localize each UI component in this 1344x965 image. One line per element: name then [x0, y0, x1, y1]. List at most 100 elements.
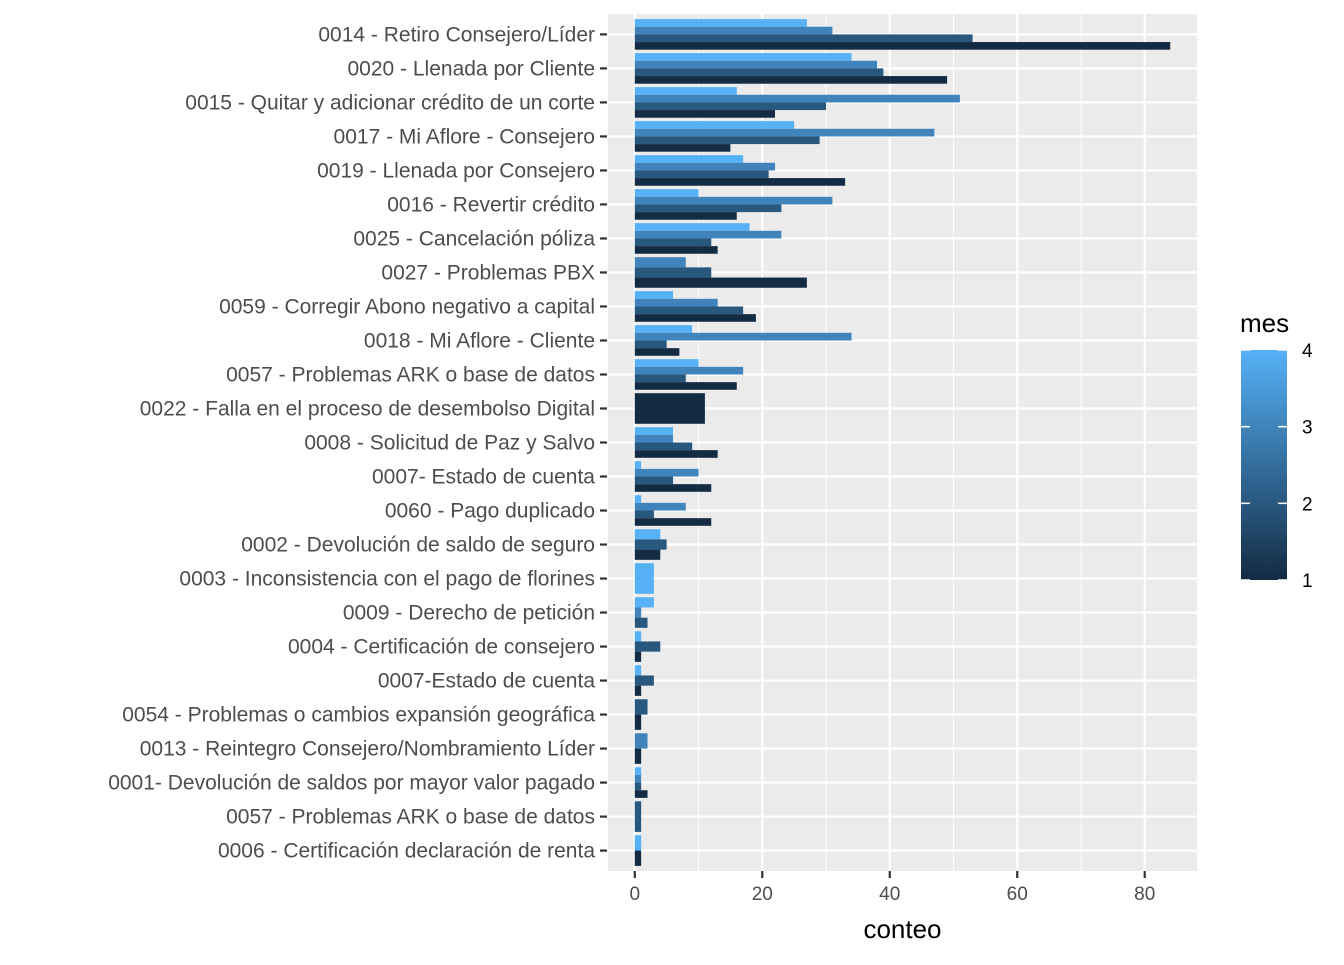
bar	[634, 26, 833, 35]
bar	[634, 450, 718, 458]
bar	[634, 196, 833, 205]
category-label: 0007-Estado de cuenta	[378, 670, 595, 693]
category-label: 0057 - Problemas ARK o base de datos	[226, 363, 595, 386]
category-label: 0060 - Pago duplicado	[385, 500, 595, 523]
bar	[634, 19, 807, 27]
bar	[634, 42, 1171, 50]
bar	[634, 298, 718, 307]
bar	[634, 110, 776, 118]
category-label: 0015 - Quitar y adicionar crédito de un …	[185, 91, 595, 114]
bar	[634, 733, 648, 749]
bar	[634, 665, 642, 676]
bar	[634, 76, 948, 84]
bar	[634, 102, 827, 111]
bar	[634, 94, 960, 103]
category-label: 0019 - Llenada por Consejero	[317, 159, 595, 182]
legend-tick-label: 4	[1302, 341, 1313, 362]
bar	[634, 136, 820, 145]
bar	[634, 774, 642, 783]
bar	[634, 246, 718, 254]
legend-title: mes	[1240, 308, 1289, 338]
category-label: 0004 - Certificación de consejero	[288, 636, 595, 659]
x-tick-label: 60	[1007, 884, 1028, 905]
category-label: 0018 - Mi Aflore - Cliente	[364, 329, 595, 352]
bar	[634, 461, 642, 469]
bar	[634, 835, 642, 851]
category-label: 0027 - Problemas PBX	[381, 261, 595, 284]
bar	[634, 60, 878, 69]
category-label: 0001- Devolución de saldos por mayor val…	[108, 772, 595, 795]
bar	[634, 189, 699, 197]
legend-tick-label: 3	[1302, 418, 1313, 439]
legend-tick-label: 2	[1302, 494, 1313, 515]
category-label: 0003 - Inconsistencia con el pago de flo…	[179, 568, 595, 591]
legend: mes 1 2 3 4	[1240, 308, 1313, 592]
bar	[634, 314, 756, 322]
bar	[634, 518, 712, 526]
bar	[634, 204, 782, 213]
bars	[634, 19, 1171, 866]
bar	[634, 144, 731, 152]
bar	[634, 468, 699, 477]
bar	[634, 267, 712, 278]
bar	[634, 641, 661, 652]
category-label: 0022 - Falla en el proceso de desembolso…	[140, 397, 595, 420]
bar	[634, 366, 744, 375]
x-tick-label: 40	[879, 884, 900, 905]
bar	[634, 502, 686, 511]
value-axis: 0 20 40 60 80	[629, 871, 1155, 905]
bar	[634, 597, 654, 608]
category-label: 0008 - Solicitud de Paz y Salvo	[304, 432, 595, 455]
bar	[634, 607, 642, 618]
category-label: 0014 - Retiro Consejero/Líder	[318, 23, 595, 46]
bar	[634, 484, 712, 492]
category-label: 0017 - Mi Aflore - Consejero	[334, 125, 595, 148]
bar	[634, 340, 667, 349]
bar	[634, 675, 654, 686]
bar	[634, 87, 737, 95]
bar	[634, 442, 693, 451]
bar	[634, 162, 776, 171]
bar	[634, 128, 935, 137]
bar	[634, 155, 744, 163]
category-label: 0025 - Cancelación póliza	[353, 227, 595, 250]
category-label: 0057 - Problemas ARK o base de datos	[226, 806, 595, 829]
category-label: 0002 - Devolución de saldo de seguro	[241, 534, 595, 557]
legend-ticks: 1 2 3 4	[1241, 341, 1313, 592]
bar	[634, 374, 686, 383]
bar	[634, 631, 642, 642]
bar	[634, 121, 795, 129]
bar	[634, 170, 769, 179]
x-tick-label: 20	[752, 884, 773, 905]
bar	[634, 325, 693, 333]
bar	[634, 529, 661, 540]
bar	[634, 850, 642, 866]
x-axis-title: conteo	[863, 914, 941, 944]
bar	[634, 53, 852, 61]
bar	[634, 257, 686, 268]
bar	[634, 223, 750, 231]
bar	[634, 427, 674, 435]
bar	[634, 801, 642, 832]
category-label: 0007- Estado de cuenta	[372, 466, 595, 489]
bar	[634, 291, 674, 299]
bar	[634, 549, 661, 560]
bar	[634, 748, 642, 764]
category-axis: 0014 - Retiro Consejero/Líder 0020 - Llen…	[108, 23, 607, 863]
bar	[634, 476, 674, 485]
category-label: 0059 - Corregir Abono negativo a capital	[219, 295, 595, 318]
bar	[634, 238, 712, 247]
category-label: 0020 - Llenada por Cliente	[347, 57, 595, 80]
bar	[634, 767, 642, 775]
bar	[634, 434, 674, 443]
bar	[634, 359, 699, 367]
category-label: 0009 - Derecho de petición	[343, 602, 595, 625]
category-label: 0016 - Revertir crédito	[387, 193, 595, 216]
bar	[634, 212, 737, 220]
category-label: 0013 - Reintegro Consejero/Nombramiento …	[140, 738, 595, 761]
bar	[634, 699, 648, 715]
bar	[634, 563, 654, 594]
category-label: 0054 - Problemas o cambios expansión geo…	[122, 704, 595, 727]
